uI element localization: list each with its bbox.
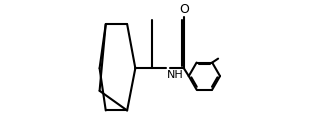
Text: NH: NH (166, 70, 183, 80)
Text: O: O (179, 3, 189, 16)
